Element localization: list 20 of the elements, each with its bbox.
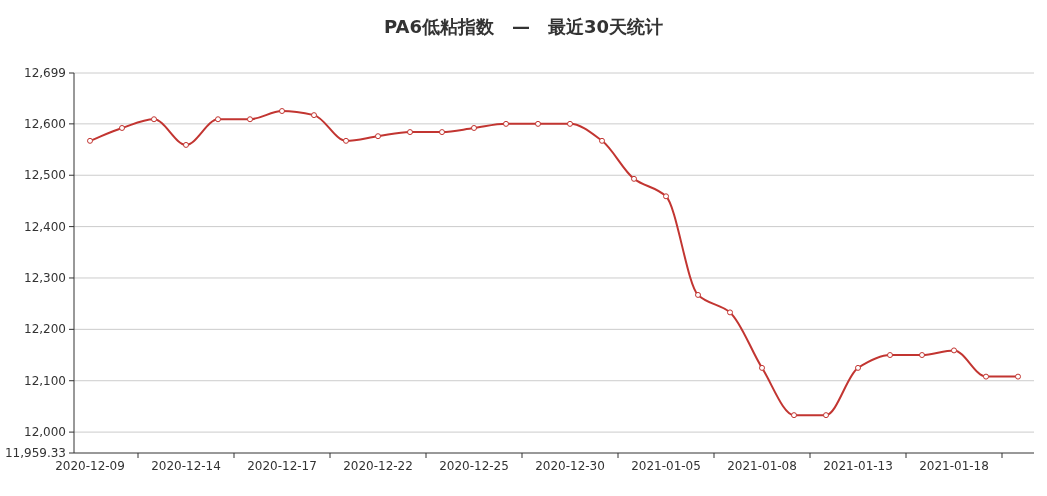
x-tick-label: 2020-12-09 [55, 459, 125, 473]
x-tick-label: 2021-01-05 [631, 459, 701, 473]
y-tick-label: 12,600 [24, 116, 66, 131]
y-tick-label: 12,500 [24, 168, 66, 183]
x-tick-label: 2020-12-25 [439, 459, 509, 473]
x-tick-label: 2020-12-22 [343, 459, 413, 473]
y-tick-label: 12,100 [24, 373, 66, 388]
x-tick-label: 2020-12-14 [151, 459, 221, 473]
y-tick-label: 12,300 [24, 270, 66, 285]
x-tick-label: 2021-01-13 [823, 459, 893, 473]
x-tick-label: 2020-12-17 [247, 459, 317, 473]
y-tick-label: 12,000 [24, 425, 66, 440]
x-tick-label: 2020-12-30 [535, 459, 605, 473]
chart-title: PA6低粘指数 — 最近30天统计 [383, 16, 664, 37]
y-tick-label: 11,959.33 [4, 446, 66, 460]
y-tick-label: 12,400 [24, 219, 66, 234]
y-tick-label: 12,200 [24, 322, 66, 337]
x-tick-label: 2021-01-08 [727, 459, 797, 473]
x-tick-label: 2021-01-18 [919, 459, 989, 473]
y-tick-label: 12,699 [24, 66, 66, 80]
